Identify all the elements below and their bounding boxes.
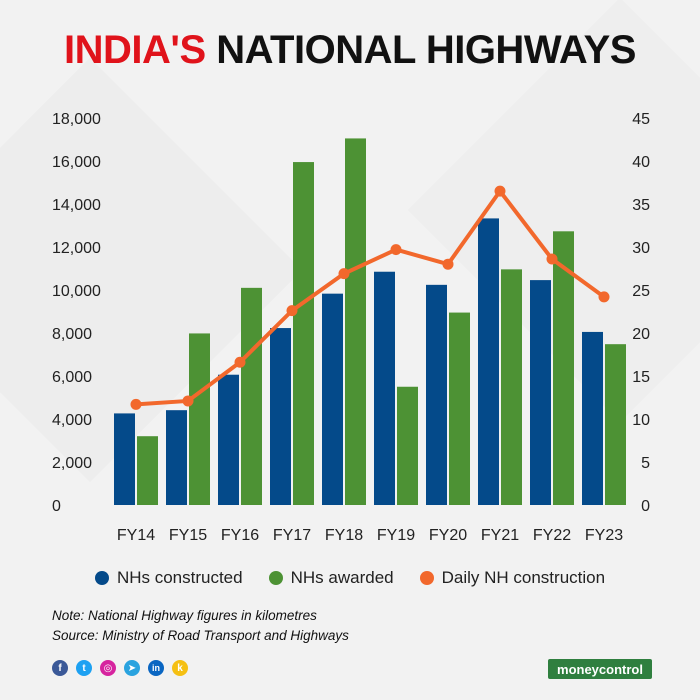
right-axis-tick-label: 25 bbox=[632, 283, 650, 300]
bar-nhs-constructed bbox=[374, 271, 395, 505]
right-axis-tick-label: 45 bbox=[632, 111, 650, 128]
bar-nhs-constructed bbox=[530, 280, 551, 505]
bar-nhs-constructed bbox=[478, 218, 499, 505]
point-daily-nh-construction bbox=[182, 395, 194, 407]
right-axis-tick-label: 10 bbox=[632, 412, 650, 429]
right-axis-tick-label: 15 bbox=[632, 369, 650, 386]
point-daily-nh-construction bbox=[598, 291, 610, 303]
title-part-black: NATIONAL HIGHWAYS bbox=[216, 28, 636, 72]
bar-nhs-awarded bbox=[345, 138, 366, 506]
right-axis-tick-label: 20 bbox=[632, 326, 650, 343]
left-axis-tick-label: 14,000 bbox=[52, 197, 101, 214]
x-axis-tick-label: FY19 bbox=[377, 527, 415, 544]
bar-nhs-awarded bbox=[241, 287, 262, 505]
right-axis-tick-label: 30 bbox=[632, 240, 650, 257]
legend-marker bbox=[419, 571, 434, 585]
left-axis-tick-label: 10,000 bbox=[52, 283, 101, 300]
brand-logo[interactable]: moneycontrol bbox=[548, 659, 652, 679]
line-daily-nh-construction bbox=[135, 189, 606, 407]
left-axis-tick-label: 16,000 bbox=[52, 154, 101, 171]
bar-nhs-constructed bbox=[270, 328, 291, 505]
x-axis-tick-label: FY22 bbox=[533, 527, 571, 544]
point-daily-nh-construction bbox=[234, 356, 246, 368]
legend: NHs constructed NHs awarded Daily NH con… bbox=[0, 568, 700, 588]
legend-label: Daily NH construction bbox=[441, 568, 606, 587]
x-axis-tick-label: FY14 bbox=[117, 527, 155, 544]
x-axis-tick-label: FY15 bbox=[169, 527, 207, 544]
point-daily-nh-construction bbox=[338, 268, 350, 280]
left-axis-tick-label: 2,000 bbox=[52, 455, 92, 472]
x-axis-tick-label: FY18 bbox=[325, 527, 363, 544]
left-axis-tick-label: 8,000 bbox=[52, 326, 92, 343]
linkedin-icon[interactable]: in bbox=[148, 660, 164, 676]
note-text: Note: National Highway figures in kilome… bbox=[52, 608, 317, 623]
bar-nhs-constructed bbox=[166, 410, 187, 505]
source-text: Source: Ministry of Road Transport and H… bbox=[52, 628, 349, 643]
twitter-icon[interactable]: t bbox=[76, 660, 92, 676]
left-axis-tick-label: 12,000 bbox=[52, 240, 101, 257]
right-axis-tick-label: 5 bbox=[641, 455, 650, 472]
bar-nhs-awarded bbox=[137, 436, 158, 505]
point-daily-nh-construction bbox=[442, 258, 454, 270]
legend-item-constructed: NHs constructed bbox=[94, 568, 243, 588]
left-axis-tick-label: 0 bbox=[52, 498, 61, 515]
x-axis-tick-label: FY16 bbox=[221, 527, 259, 544]
bar-nhs-awarded bbox=[553, 231, 574, 505]
bar-nhs-awarded bbox=[293, 162, 314, 505]
bar-nhs-awarded bbox=[449, 312, 470, 505]
left-axis-tick-label: 4,000 bbox=[52, 412, 92, 429]
legend-item-awarded: NHs awarded bbox=[268, 568, 394, 588]
x-axis-tick-label: FY17 bbox=[273, 527, 311, 544]
right-axis-tick-label: 0 bbox=[641, 498, 650, 515]
x-axis-tick-label: FY23 bbox=[585, 527, 623, 544]
bar-nhs-constructed bbox=[322, 293, 343, 505]
instagram-icon[interactable]: ◎ bbox=[100, 660, 116, 676]
legend-marker bbox=[94, 571, 109, 585]
point-daily-nh-construction bbox=[546, 253, 558, 265]
koo-icon[interactable]: k bbox=[172, 660, 188, 676]
right-axis-tick-label: 35 bbox=[632, 197, 650, 214]
social-links: f t ◎ ➤ in k bbox=[52, 660, 188, 676]
chart-notes: Note: National Highway figures in kilome… bbox=[52, 606, 349, 646]
right-axis-tick-label: 40 bbox=[632, 154, 650, 171]
left-axis-tick-label: 6,000 bbox=[52, 369, 92, 386]
bar-nhs-awarded bbox=[189, 333, 210, 505]
title-part-red: INDIA'S bbox=[64, 28, 206, 72]
left-axis-tick-label: 18,000 bbox=[52, 111, 101, 128]
bar-nhs-awarded bbox=[397, 386, 418, 505]
chart-area: 0 2,000 4,000 6,000 8,000 10,000 12,000 14,000 1… bbox=[52, 111, 650, 544]
x-axis-tick-label: FY20 bbox=[429, 527, 467, 544]
bar-nhs-awarded bbox=[501, 269, 522, 505]
point-daily-nh-construction bbox=[494, 185, 506, 197]
chart-title: INDIA'S NATIONAL HIGHWAYS bbox=[0, 28, 700, 73]
point-daily-nh-construction bbox=[130, 398, 142, 410]
bar-nhs-constructed bbox=[218, 374, 239, 505]
x-axis-tick-label: FY21 bbox=[481, 527, 519, 544]
bar-nhs-awarded bbox=[605, 344, 626, 505]
legend-item-daily: Daily NH construction bbox=[419, 568, 606, 588]
bar-nhs-constructed bbox=[426, 284, 447, 505]
bar-nhs-constructed bbox=[582, 331, 603, 505]
legend-label: NHs constructed bbox=[116, 568, 243, 587]
bar-nhs-constructed bbox=[114, 413, 135, 505]
point-daily-nh-construction bbox=[286, 305, 298, 317]
facebook-icon[interactable]: f bbox=[52, 660, 68, 676]
point-daily-nh-construction bbox=[390, 244, 402, 256]
legend-label: NHs awarded bbox=[290, 568, 394, 587]
telegram-icon[interactable]: ➤ bbox=[124, 660, 140, 676]
legend-marker bbox=[268, 571, 283, 585]
